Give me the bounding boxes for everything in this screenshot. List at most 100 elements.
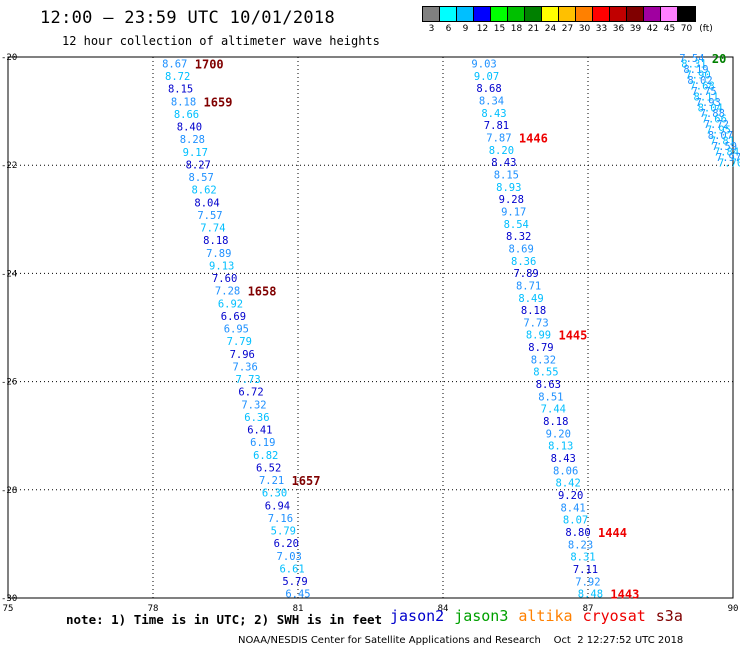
lat-tick-label: -24 <box>1 269 17 279</box>
lat-tick-label: -26 <box>1 378 17 388</box>
wave-height-value: 7.88 <box>700 108 725 120</box>
wave-height-value: 7.73 <box>235 374 260 386</box>
page-title: 12:00 – 23:59 UTC 10/01/2018 <box>40 8 335 28</box>
wave-height-value: 8.40 <box>177 122 202 134</box>
wave-height-value: 7.70 <box>718 157 740 169</box>
mission-label: cryosat <box>582 607 646 625</box>
wave-height-value: 6.61 <box>279 563 304 575</box>
pass-time-label: 1444 <box>598 526 627 540</box>
wave-height-value: 8.32 <box>531 354 556 366</box>
mission-label: jason3 <box>454 607 509 625</box>
wave-height-value: 8.51 <box>538 391 563 403</box>
page-subtitle: 12 hour collection of altimeter wave hei… <box>62 34 380 48</box>
wave-height-value: 7.03 <box>277 551 302 563</box>
pass-time-label: 20 <box>712 52 726 66</box>
legend-swatch <box>661 7 678 21</box>
legend-label: 18 <box>510 24 523 34</box>
pass-time-label: 1659 <box>204 95 233 109</box>
wave-height-value: 7.89 <box>513 268 538 280</box>
wave-height-value: 8.18 <box>521 305 546 317</box>
wave-height-value: 9.17 <box>183 147 208 159</box>
wave-height-value: 8.49 <box>518 293 543 305</box>
wave-height-value: 7.57 <box>197 210 222 222</box>
legend-swatch <box>610 7 627 21</box>
wave-height-value: 8.93 <box>496 182 521 194</box>
lon-tick-label: 75 <box>3 604 14 614</box>
wave-height-value: 8.19 <box>683 64 708 76</box>
wave-height-value: 7.16 <box>268 513 293 525</box>
pass-time-label: 1446 <box>519 131 548 145</box>
wave-height-value: 6.20 <box>274 538 299 550</box>
legend-label: 12 <box>476 24 489 34</box>
wave-height-value: 6.82 <box>253 450 278 462</box>
wave-height-value: 8.15 <box>168 84 193 96</box>
lon-tick-label: 78 <box>148 604 159 614</box>
legend-swatch <box>440 7 457 21</box>
legend-swatch <box>508 7 525 21</box>
wave-height-value: 8.69 <box>509 243 534 255</box>
legend-swatch <box>593 7 610 21</box>
wave-height-value: 7.96 <box>230 349 255 361</box>
pass-time-label: 1443 <box>610 588 639 602</box>
wave-height-value: 8.80 <box>565 527 590 539</box>
pass-time-label: 1445 <box>558 329 587 343</box>
wave-height-value: 7.44 <box>541 404 566 416</box>
wave-height-value: 8.41 <box>560 502 585 514</box>
wave-height-value: 7.81 <box>710 136 735 148</box>
mission-label: altika <box>518 607 573 625</box>
footnote: note: 1) Time is in UTC; 2) SWH is in fe… <box>66 612 383 627</box>
wave-height-value: 9.20 <box>546 428 571 440</box>
wave-height-value: 6.52 <box>256 462 281 474</box>
wave-height-value: 6.36 <box>244 412 269 424</box>
wave-height-value: 7.60 <box>212 273 237 285</box>
wave-height-value: 8.23 <box>568 539 593 551</box>
wave-height-value: 7.32 <box>241 399 266 411</box>
wave-height-value: 8.63 <box>536 379 561 391</box>
wave-height-value: 9.07 <box>474 71 499 83</box>
legend-label: 33 <box>595 24 608 34</box>
wave-height-value: 8.27 <box>186 159 211 171</box>
wave-height-value: 8.54 <box>504 219 529 231</box>
legend-label: 21 <box>527 24 540 34</box>
wave-height-value: 9.03 <box>471 58 496 70</box>
wave-height-value: 8.04 <box>194 197 219 209</box>
wave-height-value: 8.99 <box>526 330 551 342</box>
wave-height-value: 6.45 <box>285 589 310 601</box>
wave-height-value: 7.28 <box>215 286 240 298</box>
wave-height-value: 8.32 <box>506 231 531 243</box>
wave-height-value: 7.79 <box>227 336 252 348</box>
wave-height-value: 7.72 <box>704 119 729 131</box>
wave-height-value: 5.79 <box>271 526 296 538</box>
wave-height-value: 6.95 <box>224 324 249 336</box>
wave-height-value: 6.69 <box>221 311 246 323</box>
lat-tick-label: -28 <box>1 486 17 496</box>
legend-swatch <box>525 7 542 21</box>
lat-tick-label: -22 <box>1 161 17 171</box>
legend-swatch <box>423 7 440 21</box>
wave-height-value: 6.19 <box>250 437 275 449</box>
lon-tick-label: 90 <box>728 604 739 614</box>
wave-height-value: 6.94 <box>265 500 290 512</box>
wave-height-value: 8.07 <box>708 130 733 142</box>
legend-label: 27 <box>561 24 574 34</box>
wave-height-value: 7.93 <box>696 97 721 109</box>
legend-labels: 3 6 9 12 15 18 21 24 27 30 33 36 39 42 45 70 (ft) <box>422 22 713 34</box>
wave-height-value: 9.13 <box>209 260 234 272</box>
legend-label: 3 <box>428 24 435 34</box>
wave-height-value: 7.95 <box>706 125 731 137</box>
wave-height-value: 6.92 <box>218 298 243 310</box>
wave-height-value: 7.89 <box>206 248 231 260</box>
wave-height-value: 8.31 <box>570 552 595 564</box>
wave-height-value: 8.55 <box>533 367 558 379</box>
wave-height-value: 7.54 <box>679 53 704 65</box>
wave-height-value: 6.41 <box>247 425 272 437</box>
wave-height-value: 5.79 <box>282 576 307 588</box>
wave-height-value: 8.66 <box>174 109 199 121</box>
credit-line: NOAA/NESDIS Center for Satellite Applica… <box>238 635 684 646</box>
legend-swatch <box>559 7 576 21</box>
legend-label: 30 <box>578 24 591 34</box>
wave-height-value: 8.18 <box>203 235 228 247</box>
wave-height-value: 8.57 <box>189 172 214 184</box>
wave-height-value: 9.17 <box>501 206 526 218</box>
